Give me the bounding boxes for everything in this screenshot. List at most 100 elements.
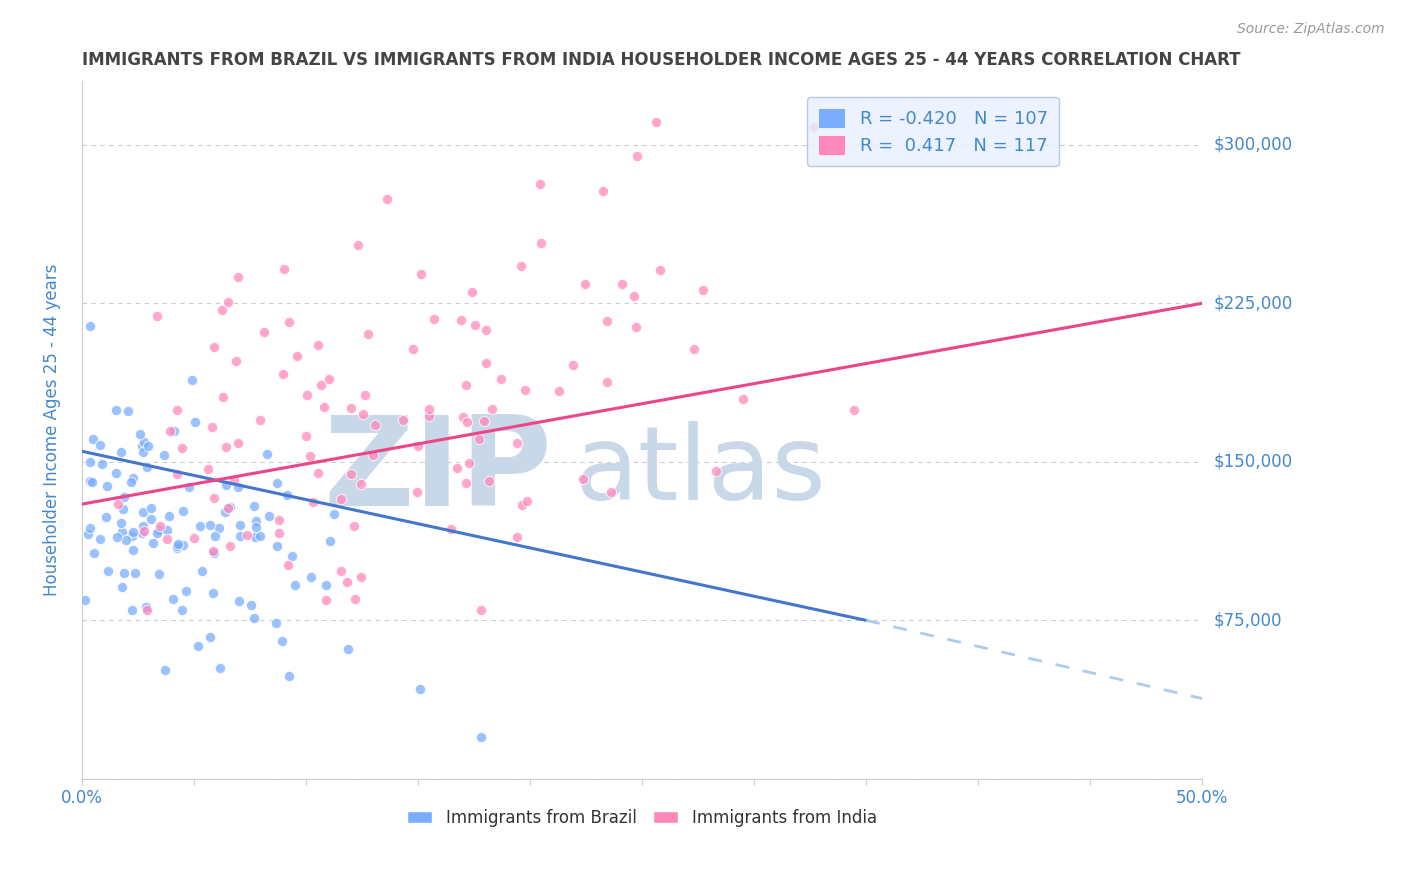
Legend: Immigrants from Brazil, Immigrants from India: Immigrants from Brazil, Immigrants from … xyxy=(401,802,883,833)
Point xyxy=(202,586,225,600)
Point xyxy=(276,487,298,501)
Point xyxy=(357,327,380,342)
Point xyxy=(111,502,134,516)
Point xyxy=(104,466,127,480)
Point xyxy=(112,490,135,504)
Point xyxy=(208,661,231,675)
Point xyxy=(229,518,252,533)
Point xyxy=(295,429,318,443)
Point xyxy=(336,575,359,590)
Point xyxy=(267,525,290,540)
Y-axis label: Householder Income Ages 25 - 44 years: Householder Income Ages 25 - 44 years xyxy=(44,264,60,597)
Point xyxy=(409,681,432,696)
Point xyxy=(163,424,186,438)
Point xyxy=(842,403,865,417)
Point xyxy=(225,354,247,368)
Point xyxy=(266,616,288,631)
Point xyxy=(315,578,337,592)
Point xyxy=(121,603,143,617)
Point xyxy=(307,466,329,480)
Point xyxy=(461,285,484,300)
Point xyxy=(612,277,634,291)
Point xyxy=(166,402,188,417)
Point xyxy=(156,523,179,537)
Point xyxy=(329,564,352,578)
Point xyxy=(104,402,127,417)
Point xyxy=(153,448,176,462)
Point xyxy=(510,499,533,513)
Point xyxy=(197,462,219,476)
Point xyxy=(307,337,329,351)
Point xyxy=(188,519,211,533)
Point xyxy=(314,400,336,414)
Point xyxy=(167,537,190,551)
Point xyxy=(626,149,648,163)
Point xyxy=(141,512,163,526)
Point xyxy=(77,527,100,541)
Point xyxy=(172,504,194,518)
Point xyxy=(97,564,120,578)
Point xyxy=(243,531,266,545)
Point xyxy=(561,358,583,372)
Point xyxy=(89,438,111,452)
Point xyxy=(159,424,181,438)
Point xyxy=(132,518,155,533)
Point xyxy=(299,570,322,584)
Point xyxy=(257,509,280,524)
Point xyxy=(141,501,163,516)
Point xyxy=(595,375,617,389)
Point xyxy=(402,342,425,356)
Text: IMMIGRANTS FROM BRAZIL VS IMMIGRANTS FROM INDIA HOUSEHOLDER INCOME AGES 25 - 44 : IMMIGRANTS FROM BRAZIL VS IMMIGRANTS FRO… xyxy=(82,51,1240,69)
Point xyxy=(350,476,373,491)
Point xyxy=(136,439,159,453)
Point xyxy=(198,518,221,533)
Point xyxy=(266,475,288,490)
Point xyxy=(202,491,225,506)
Point xyxy=(464,318,486,332)
Point xyxy=(131,526,153,541)
Point xyxy=(440,522,463,536)
Point xyxy=(79,475,101,489)
Point xyxy=(481,401,503,416)
Point xyxy=(131,439,153,453)
Point xyxy=(217,294,239,309)
Point xyxy=(229,529,252,543)
Point xyxy=(226,480,249,494)
Point xyxy=(352,407,374,421)
Point xyxy=(166,539,188,553)
Point xyxy=(330,492,353,507)
Point xyxy=(157,509,180,524)
Point xyxy=(198,630,221,644)
Point xyxy=(343,518,366,533)
Point xyxy=(105,530,128,544)
Point xyxy=(405,484,427,499)
Point xyxy=(90,457,112,471)
Point xyxy=(148,566,170,581)
Point xyxy=(281,549,304,564)
Point xyxy=(340,401,363,416)
Point xyxy=(253,326,276,340)
Point xyxy=(456,415,478,429)
Point xyxy=(82,432,104,446)
Point xyxy=(162,592,184,607)
Point xyxy=(530,235,553,250)
Point xyxy=(271,367,294,381)
Point xyxy=(153,663,176,677)
Point xyxy=(319,534,342,549)
Point xyxy=(354,388,377,402)
Point xyxy=(183,532,205,546)
Point xyxy=(79,318,101,333)
Point xyxy=(110,516,132,531)
Point xyxy=(166,467,188,481)
Point xyxy=(226,435,249,450)
Point xyxy=(142,536,165,550)
Point xyxy=(474,414,496,428)
Point xyxy=(318,372,340,386)
Point xyxy=(477,474,499,488)
Point xyxy=(285,349,308,363)
Point xyxy=(149,519,172,533)
Point xyxy=(226,270,249,285)
Point xyxy=(242,610,264,624)
Point xyxy=(208,521,231,535)
Point xyxy=(315,592,337,607)
